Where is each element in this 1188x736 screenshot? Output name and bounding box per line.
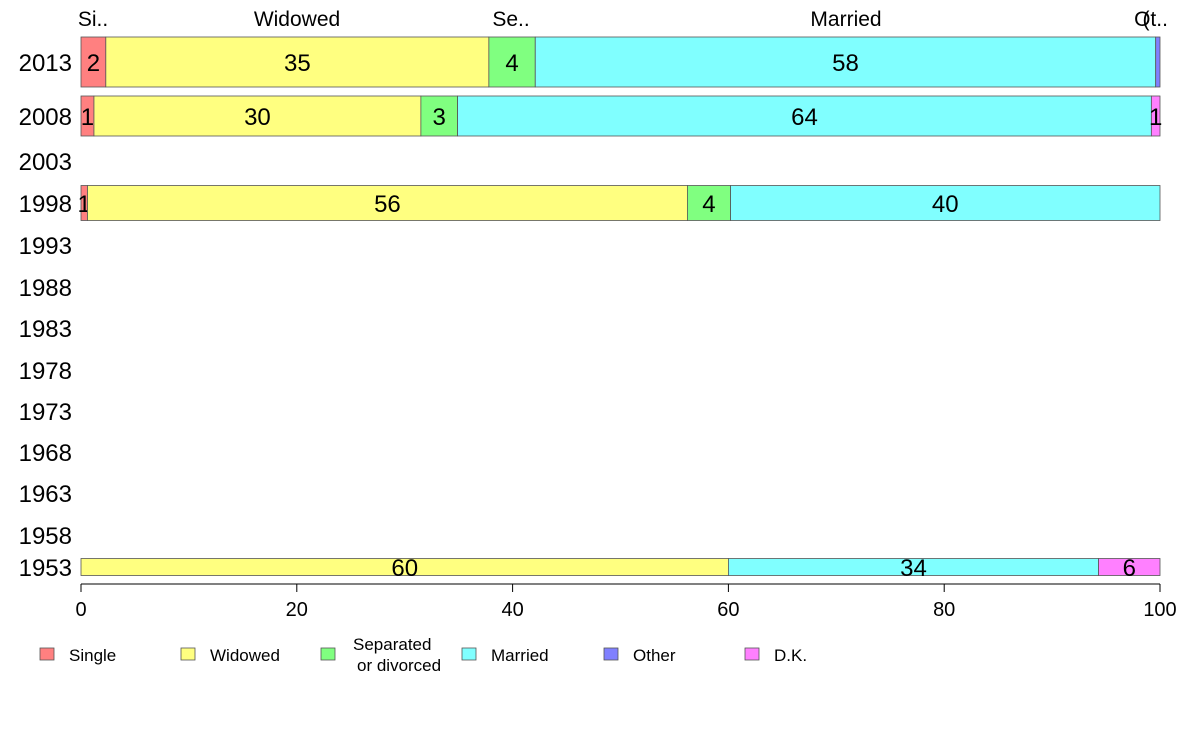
bar-segment <box>105 36 490 88</box>
x-axis: 0 20 40 60 80 100 <box>75 583 1177 621</box>
x-tick-label: 60 <box>717 599 739 621</box>
bar-segment <box>457 95 1152 137</box>
top-category-labels: Si.. Widowed Se.. Married Ot..( <box>78 8 1168 31</box>
y-tick-label: 1983 <box>19 316 72 343</box>
data-label: 1 <box>1149 104 1162 131</box>
y-tick-label: 1988 <box>19 275 72 302</box>
legend: Single Widowed Separated or divorced Married… <box>39 635 807 675</box>
data-label: 4 <box>505 50 518 77</box>
bar-segment <box>1098 558 1161 576</box>
data-label: 2 <box>87 50 100 77</box>
bar-segment <box>93 95 422 137</box>
top-label: Ot.. <box>1134 8 1168 31</box>
bar-segment <box>534 36 1157 88</box>
legend-label: Other <box>633 646 676 665</box>
data-label: 35 <box>284 50 311 77</box>
legend-label: Widowed <box>210 646 280 665</box>
data-label: 1 <box>81 104 94 131</box>
bar-segment <box>686 185 731 221</box>
y-tick-label: 1978 <box>19 358 72 385</box>
legend-swatch <box>603 647 619 661</box>
y-tick-label: 1973 <box>19 399 72 426</box>
legend-swatch <box>461 647 477 661</box>
legend-label: Married <box>491 646 549 665</box>
bar-segment <box>1155 36 1161 88</box>
legend-swatch <box>744 647 760 661</box>
bar-segment <box>488 36 536 88</box>
x-tick-label: 80 <box>933 599 955 621</box>
y-tick-label: 1968 <box>19 440 72 467</box>
x-tick-label: 40 <box>501 599 523 621</box>
bar-segment <box>730 185 1161 221</box>
y-tick-label: 2013 <box>19 50 72 77</box>
y-tick-label: 2003 <box>19 149 72 176</box>
data-label: 34 <box>900 555 927 582</box>
top-label: Si.. <box>78 8 108 31</box>
data-label: 64 <box>791 104 818 131</box>
x-tick-label: 0 <box>75 599 86 621</box>
data-label: 3 <box>433 104 446 131</box>
top-label: Se.. <box>492 8 529 31</box>
y-axis: 2013 2008 2003 1998 1993 1988 1983 1978 1973 1968… <box>19 50 72 582</box>
legend-label: Separated <box>353 635 431 654</box>
y-tick-label: 1993 <box>19 233 72 260</box>
bar-segment <box>87 185 688 221</box>
data-label: 60 <box>391 555 418 582</box>
bar-segment <box>80 36 107 88</box>
y-tick-label: 1998 <box>19 191 72 218</box>
x-tick-label: 20 <box>286 599 308 621</box>
legend-label: Single <box>69 646 116 665</box>
y-tick-label: 1963 <box>19 481 72 508</box>
data-label: 4 <box>702 191 715 218</box>
legend-swatch <box>39 647 55 661</box>
top-label: Widowed <box>254 8 340 31</box>
data-label: 40 <box>932 191 959 218</box>
y-tick-label: 2008 <box>19 104 72 131</box>
legend-swatch <box>320 647 336 661</box>
bar-segment <box>420 95 458 137</box>
legend-label: D.K. <box>774 646 807 665</box>
bar-segment <box>1150 95 1161 137</box>
y-tick-label: 1958 <box>19 523 72 550</box>
data-label: 6 <box>1123 555 1136 582</box>
top-label: Married <box>810 8 881 31</box>
legend-label-line2: or divorced <box>357 656 441 675</box>
data-label: 30 <box>244 104 271 131</box>
x-tick-label: 100 <box>1143 599 1176 621</box>
data-label: 56 <box>374 191 401 218</box>
data-label: 58 <box>832 50 859 77</box>
y-tick-label: 1953 <box>19 555 72 582</box>
top-label: ( <box>1143 8 1150 31</box>
legend-swatch <box>180 647 196 661</box>
